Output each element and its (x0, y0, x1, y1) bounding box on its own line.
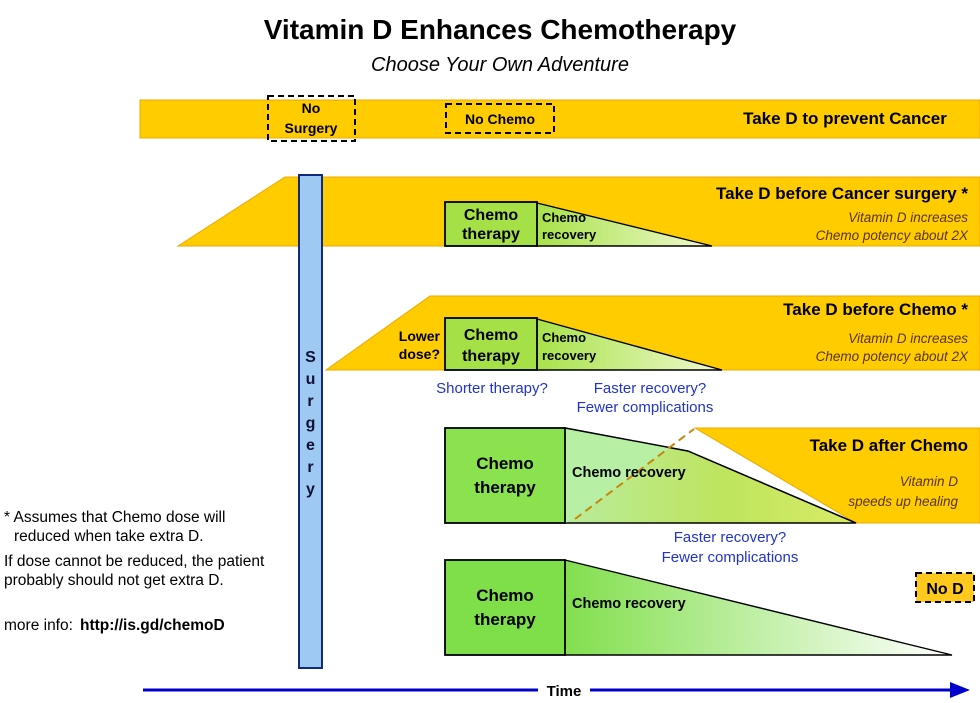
headline-after-chemo: Take D after Chemo (810, 436, 968, 455)
lower-dose-label-line2: dose? (399, 346, 440, 362)
note-before-surgery-line2: Chemo potency about 2X (816, 228, 969, 243)
more-info-label: more info: (4, 617, 73, 634)
question-shorter-therapy: Shorter therapy? (436, 380, 548, 397)
surgery-letter: S (305, 349, 316, 366)
chemo-recovery-label-line1: Chemo (542, 210, 586, 225)
chemo-recovery-label-line2: recovery (542, 227, 597, 242)
no-chemo-label: No Chemo (465, 111, 535, 127)
chemo-therapy-label-line1: Chemo (464, 207, 518, 224)
chemo-recovery-label: Chemo recovery (572, 465, 686, 481)
surgery-letter: g (306, 415, 316, 432)
page-subtitle: Choose Your Own Adventure (371, 54, 629, 76)
more-info-url-link[interactable]: http://is.gd/chemoD (80, 617, 225, 634)
chemo-therapy-label-line2: therapy (474, 610, 536, 629)
headline-prevent-cancer: Take D to prevent Cancer (743, 109, 947, 128)
footnote-dose-line2: probably should not get extra D. (4, 572, 224, 589)
chemo-therapy-label-line1: Chemo (476, 454, 534, 473)
footnote-dose-line1: If dose cannot be reduced, the patient (4, 553, 265, 570)
chemo-therapy-box-before-chemo (444, 317, 538, 371)
chemo-therapy-label-line2: therapy (474, 478, 536, 497)
faster-recovery-dashed-line (574, 428, 695, 520)
surgery-letter: r (307, 459, 313, 476)
faster-recovery-with-d-area (565, 428, 670, 523)
chemo-recovery-label: Chemo recovery (572, 596, 686, 612)
recovery-slope-outline (564, 427, 857, 524)
footnote-assumes-line2: reduced when take extra D. (14, 528, 204, 545)
note-after-chemo-line1: Vitamin D (900, 474, 959, 489)
note-before-surgery-line1: Vitamin D increases (848, 210, 968, 225)
note-before-chemo-line2: Chemo potency about 2X (816, 349, 969, 364)
chemo-therapy-box-no-d (444, 559, 566, 656)
footnote-assumes-line1: * Assumes that Chemo dose will (4, 509, 225, 526)
question-faster-recovery: Faster recovery? (594, 380, 707, 397)
question-fewer-complications: Fewer complications (662, 549, 799, 566)
no-d-label: No D (926, 581, 963, 598)
note-after-chemo-line2: speeds up healing (848, 494, 958, 509)
surgery-letter: y (306, 481, 315, 498)
page-title: Vitamin D Enhances Chemotherapy (264, 14, 737, 45)
chemo-therapy-label-line2: therapy (462, 348, 520, 365)
band-before-surgery (176, 176, 980, 247)
headline-before-surgery: Take D before Cancer surgery * (716, 184, 968, 203)
no-surgery-label-line2: Surgery (285, 120, 338, 136)
surgery-letter: e (306, 437, 315, 454)
chemo-therapy-label-line1: Chemo (464, 327, 518, 344)
chemo-recovery-label-line1: Chemo (542, 330, 586, 345)
chemo-therapy-box-after-chemo (444, 427, 566, 524)
question-fewer-complications: Fewer complications (577, 399, 714, 416)
chemo-therapy-box-before-surgery (444, 201, 538, 247)
surgery-bar (298, 174, 323, 669)
band-after-chemo (693, 427, 980, 524)
headline-before-chemo: Take D before Chemo * (783, 300, 968, 319)
time-axis-label: Time (547, 683, 582, 700)
band-prevent-cancer (139, 99, 980, 139)
chemo-therapy-label-line2: therapy (462, 226, 520, 243)
surgery-letter: u (306, 371, 316, 388)
no-surgery-label-line1: No (302, 100, 321, 116)
time-arrowhead-icon (950, 682, 970, 698)
question-faster-recovery: Faster recovery? (674, 529, 787, 546)
note-before-chemo-line1: Vitamin D increases (848, 331, 968, 346)
lower-dose-label-line1: Lower (399, 328, 441, 344)
chemo-recovery-label-line2: recovery (542, 348, 597, 363)
no-chemo-choice-box (445, 103, 555, 134)
chemo-therapy-label-line1: Chemo (476, 586, 534, 605)
no-d-choice-box (915, 572, 975, 603)
surgery-letter: r (307, 393, 313, 410)
no-surgery-choice-box (267, 95, 356, 142)
